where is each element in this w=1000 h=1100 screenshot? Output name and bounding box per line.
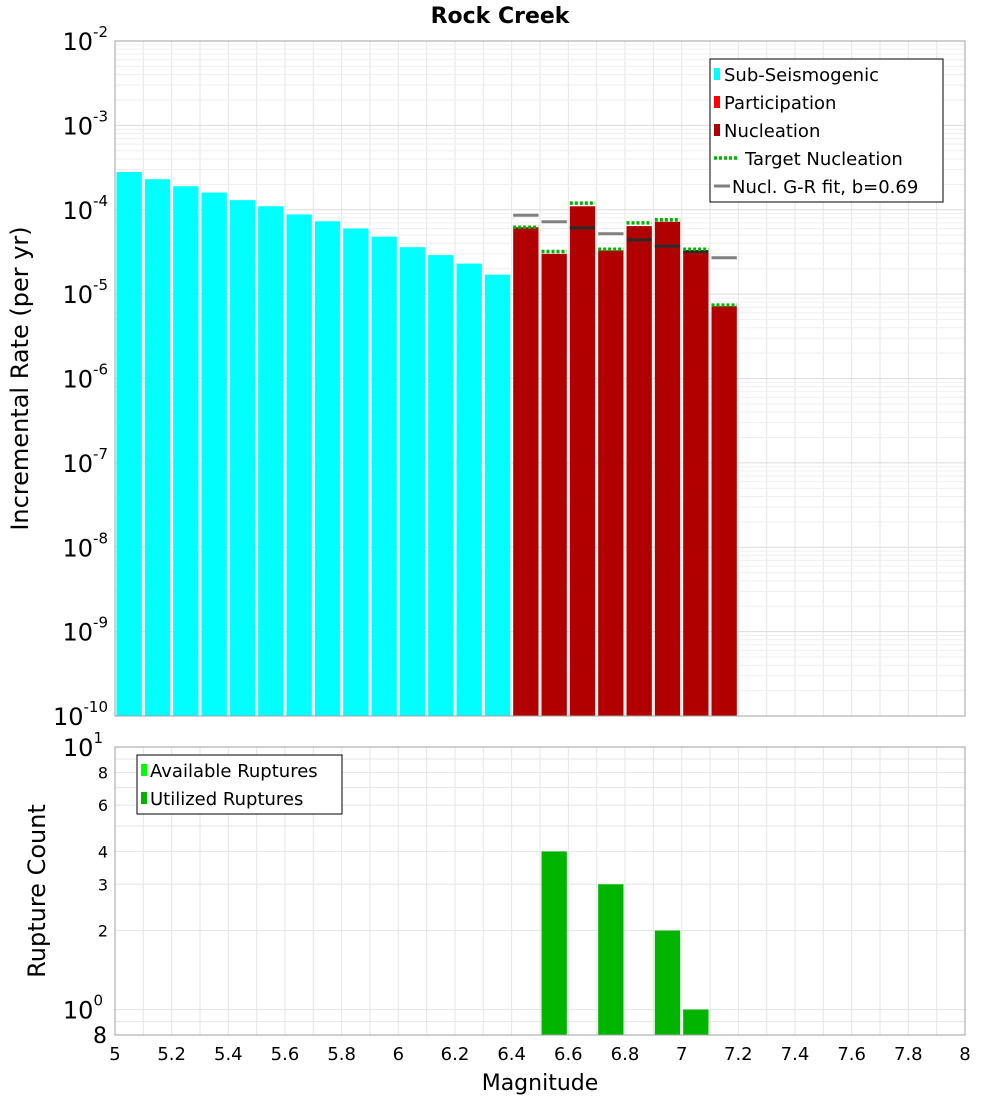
top-y-axis-title: Incremental Rate (per yr) [6,226,34,530]
bottom-y-tick-label-5: 8 [98,763,108,782]
bar-utilized-ruptures-0 [541,851,567,1035]
legend-label-4: Nucl. G-R fit, b=0.69 [732,177,918,198]
x-tick-label-9: 6.8 [611,1044,640,1065]
bar-nucleation-3 [598,250,624,717]
legend-label-2: Nucleation [724,121,820,142]
bar-nucleation-5 [654,221,681,716]
x-tick-label-12: 7.4 [781,1044,810,1065]
bar-sub-seismogenic-8 [343,228,369,716]
bar-nucleation-1 [541,253,567,716]
bottom-y-axis-title: Rupture Count [23,804,51,978]
top-plot-border [114,40,966,717]
top-bars-group [116,172,737,717]
top-y-tick-label-8: 10-2 [62,23,108,56]
top-y-tick-label-5: 10-5 [62,276,108,309]
x-tick-label-0: 5 [109,1044,120,1065]
bottom-y-tick-label-1: 2 [98,922,108,941]
bottom-legend-swatch-0 [141,764,147,776]
bar-sub-seismogenic-12 [456,263,482,716]
bottom-plot-border [114,746,966,1036]
top-y-tick-label-3: 10-7 [62,445,108,478]
bottom-legend-label-1: Utilized Ruptures [150,789,303,810]
bar-utilized-ruptures-2 [654,930,681,1035]
bar-nucleation-7 [711,306,737,716]
x-tick-label-7: 6.4 [497,1044,526,1065]
bar-sub-seismogenic-6 [286,214,312,717]
bar-nucleation-2 [569,206,596,716]
bar-sub-seismogenic-1 [144,179,171,716]
bottom-y-tick-label-3: 4 [98,842,108,861]
bottom-y-tick-label-2: 3 [98,875,108,894]
top-y-tick-label-7: 10-3 [62,107,108,140]
top-legend-box [709,58,944,203]
bar-nucleation-4 [626,226,652,716]
x-tick-label-1: 5.2 [157,1044,186,1065]
top-y-tick-label-2: 10-8 [62,529,108,562]
bar-utilized-ruptures-3 [683,1009,709,1035]
legend-label-3: Target Nucleation [744,149,903,170]
bottom-legend-label-0: Available Ruptures [150,761,318,782]
bar-sub-seismogenic-3 [201,192,227,717]
bottom-bars-group [541,851,709,1035]
bottom-legend-swatch-1 [141,792,147,804]
x-tick-label-15: 8 [959,1044,970,1065]
bar-sub-seismogenic-9 [371,236,397,716]
legend-swatch-2 [714,124,720,136]
top-y-tick-label-1: 10-9 [62,614,108,647]
chart-title: Rock Creek [431,4,571,29]
bar-sub-seismogenic-13 [484,274,511,716]
x-tick-label-2: 5.4 [214,1044,243,1065]
bottom-y-power-label-0: 100 [63,992,103,1025]
bar-sub-seismogenic-5 [258,206,284,716]
top-y-tick-label-6: 10-4 [62,192,108,225]
bar-nucleation-0 [513,227,539,716]
x-tick-label-3: 5.6 [271,1044,300,1065]
bar-sub-seismogenic-10 [399,247,426,716]
x-axis-title: Magnitude [482,1071,599,1096]
bar-sub-seismogenic-2 [173,186,199,716]
bar-utilized-ruptures-1 [598,884,624,1035]
x-tick-label-13: 7.6 [837,1044,866,1065]
top-y-tick-label-0: 10-10 [53,698,108,731]
bar-sub-seismogenic-0 [116,172,142,716]
x-tick-label-14: 7.8 [894,1044,923,1065]
bar-sub-seismogenic-4 [229,200,256,716]
bar-nucleation-6 [683,250,709,717]
legend-swatch-1 [714,96,720,108]
x-tick-label-5: 6 [393,1044,404,1065]
x-tick-label-11: 7.2 [724,1044,753,1065]
top-y-tick-label-4: 10-6 [62,361,108,394]
bottom-y-power-label-1: 101 [63,729,103,762]
bar-sub-seismogenic-11 [428,255,454,716]
bottom-y-tick-label-4: 6 [98,796,108,815]
legend-label-0: Sub-Seismogenic [724,65,879,86]
x-tick-label-8: 6.6 [554,1044,583,1065]
x-tick-label-6: 6.2 [441,1044,470,1065]
bar-sub-seismogenic-7 [314,221,341,716]
legend-swatch-0 [714,68,720,80]
x-tick-label-10: 7 [676,1044,687,1065]
bottom-legend-box [136,754,343,815]
legend-label-1: Participation [724,93,836,114]
bottom-y-tick-label-0: 8 [93,1024,107,1049]
x-tick-label-4: 5.8 [327,1044,356,1065]
